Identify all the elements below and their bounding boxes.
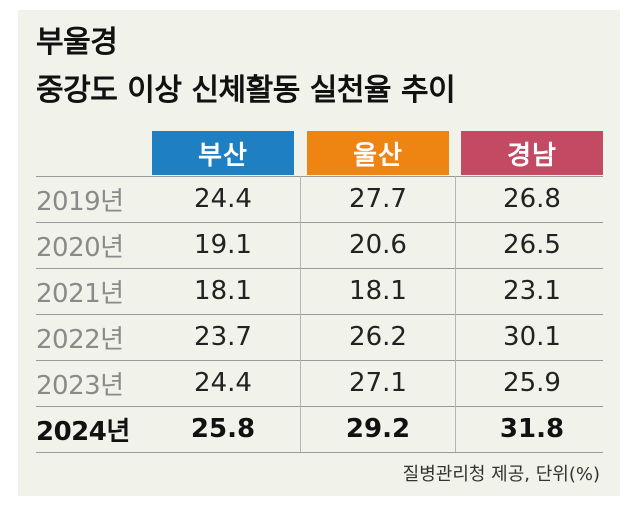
title-line-2: 중강도 이상 신체활동 실천율 추이 xyxy=(36,73,456,108)
cell-gyeongnam-2019: 26.8 xyxy=(503,184,561,214)
cell-busan-2019: 24.4 xyxy=(194,184,252,214)
cell-ulsan-2021: 18.1 xyxy=(349,276,407,306)
column-divider xyxy=(455,176,456,452)
row-divider xyxy=(36,176,603,177)
cell-busan-2023: 24.4 xyxy=(194,368,252,398)
cell-ulsan-2024: 29.2 xyxy=(345,414,411,444)
cell-gyeongnam-2023: 25.9 xyxy=(503,368,561,398)
year-label-2022: 2022년 xyxy=(36,324,124,355)
row-divider xyxy=(36,268,603,269)
source-note: 질병관리청 제공, 단위(%) xyxy=(402,464,600,485)
title-line-1: 부울경 xyxy=(36,25,118,60)
infographic-panel xyxy=(18,10,620,496)
year-label-2020: 2020년 xyxy=(36,232,124,263)
cell-gyeongnam-2024: 31.8 xyxy=(499,414,565,444)
cell-ulsan-2022: 26.2 xyxy=(349,322,407,352)
cell-gyeongnam-2022: 30.1 xyxy=(503,322,561,352)
year-label-2023: 2023년 xyxy=(36,370,124,401)
cell-gyeongnam-2021: 23.1 xyxy=(503,276,561,306)
column-header-ulsan: 울산 xyxy=(307,131,449,175)
cell-ulsan-2019: 27.7 xyxy=(349,184,407,214)
row-divider xyxy=(36,452,603,453)
year-label-2021: 2021년 xyxy=(36,278,124,309)
cell-busan-2021: 18.1 xyxy=(194,276,252,306)
column-divider xyxy=(300,176,301,452)
row-divider xyxy=(36,360,603,361)
row-divider xyxy=(36,222,603,223)
cell-gyeongnam-2020: 26.5 xyxy=(503,230,561,260)
cell-busan-2022: 23.7 xyxy=(194,322,252,352)
cell-busan-2024: 25.8 xyxy=(190,414,256,444)
cell-busan-2020: 19.1 xyxy=(194,230,252,260)
row-divider xyxy=(36,314,603,315)
row-divider xyxy=(36,406,603,407)
year-label-2024: 2024년 xyxy=(36,416,130,447)
cell-ulsan-2020: 20.6 xyxy=(349,230,407,260)
year-label-2019: 2019년 xyxy=(36,186,124,217)
cell-ulsan-2023: 27.1 xyxy=(349,368,407,398)
column-header-busan: 부산 xyxy=(152,131,294,175)
column-header-gyeongnam: 경남 xyxy=(461,131,603,175)
